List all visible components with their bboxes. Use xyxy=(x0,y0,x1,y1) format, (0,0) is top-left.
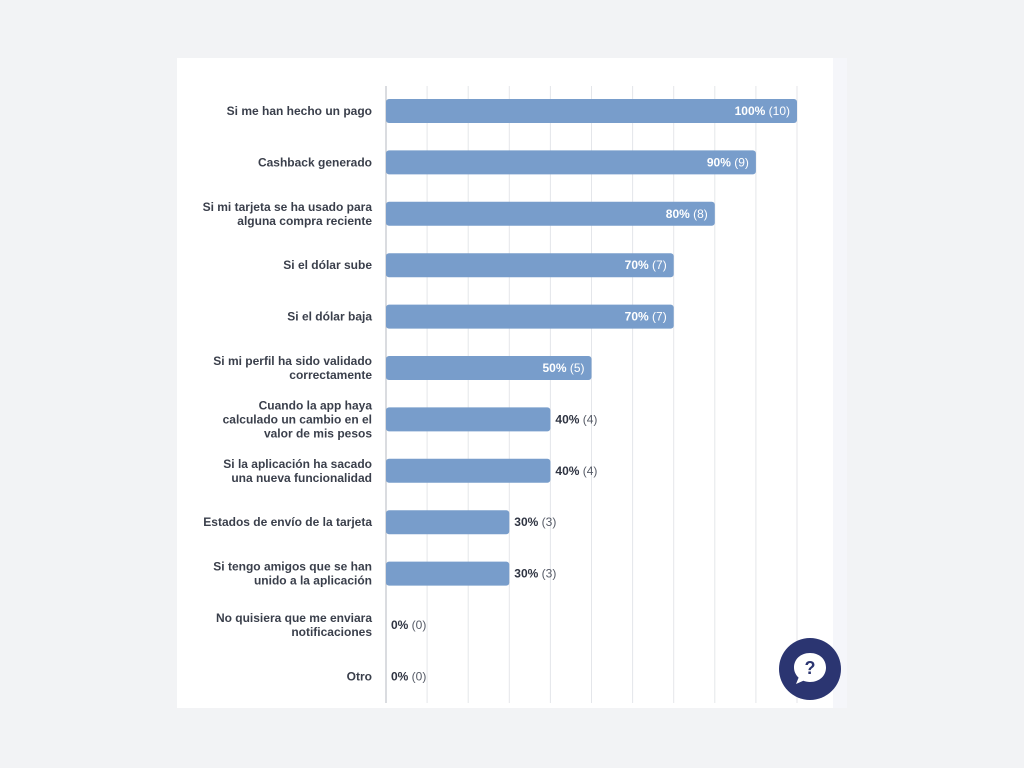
scrollbar-track[interactable] xyxy=(833,58,847,708)
category-label: Si me han hecho un pago xyxy=(227,104,372,118)
question-bubble-icon: ? xyxy=(794,653,826,684)
data-label: 70% (7) xyxy=(625,258,667,272)
bar xyxy=(386,510,510,535)
bar xyxy=(386,304,674,329)
category-label: Si mi tarjeta se ha usado para alguna com… xyxy=(203,200,373,228)
category-label: Estados de envío de la tarjeta xyxy=(203,515,372,529)
svg-text:?: ? xyxy=(805,658,816,678)
category-label: Otro xyxy=(347,669,372,683)
bar xyxy=(386,458,551,483)
help-button[interactable]: ? xyxy=(779,638,841,700)
data-label: 30% (3) xyxy=(514,567,556,581)
data-label: 80% (8) xyxy=(666,207,708,221)
data-label: 40% (4) xyxy=(555,412,597,426)
data-label: 50% (5) xyxy=(542,361,584,375)
bar xyxy=(386,561,510,586)
category-label: No quisiera que me enviara notificaciones xyxy=(216,611,372,639)
category-label: Si tengo amigos que se han unido a la apl… xyxy=(213,560,372,588)
data-label: 30% (3) xyxy=(514,515,556,529)
bar xyxy=(386,150,756,175)
bar xyxy=(386,356,592,380)
bar xyxy=(386,407,551,432)
category-label: Si el dólar baja xyxy=(287,310,372,324)
bar xyxy=(386,99,797,123)
category-label: Cashback generado xyxy=(258,155,372,169)
category-label: Cuando la app haya calculado un cambio en… xyxy=(223,398,373,440)
data-label: 90% (9) xyxy=(707,155,749,169)
bar xyxy=(386,253,674,278)
data-label: 0% (0) xyxy=(391,669,426,683)
data-label: 0% (0) xyxy=(391,618,426,632)
category-label: Si mi perfil ha sido validado correctamen… xyxy=(213,354,372,382)
data-label: 40% (4) xyxy=(555,464,597,478)
category-label: Si el dólar sube xyxy=(283,258,372,272)
data-label: 70% (7) xyxy=(625,310,667,324)
category-label: Si la aplicación ha sacado una nueva func… xyxy=(223,457,372,485)
bar xyxy=(386,201,715,226)
data-label: 100% (10) xyxy=(735,104,790,118)
